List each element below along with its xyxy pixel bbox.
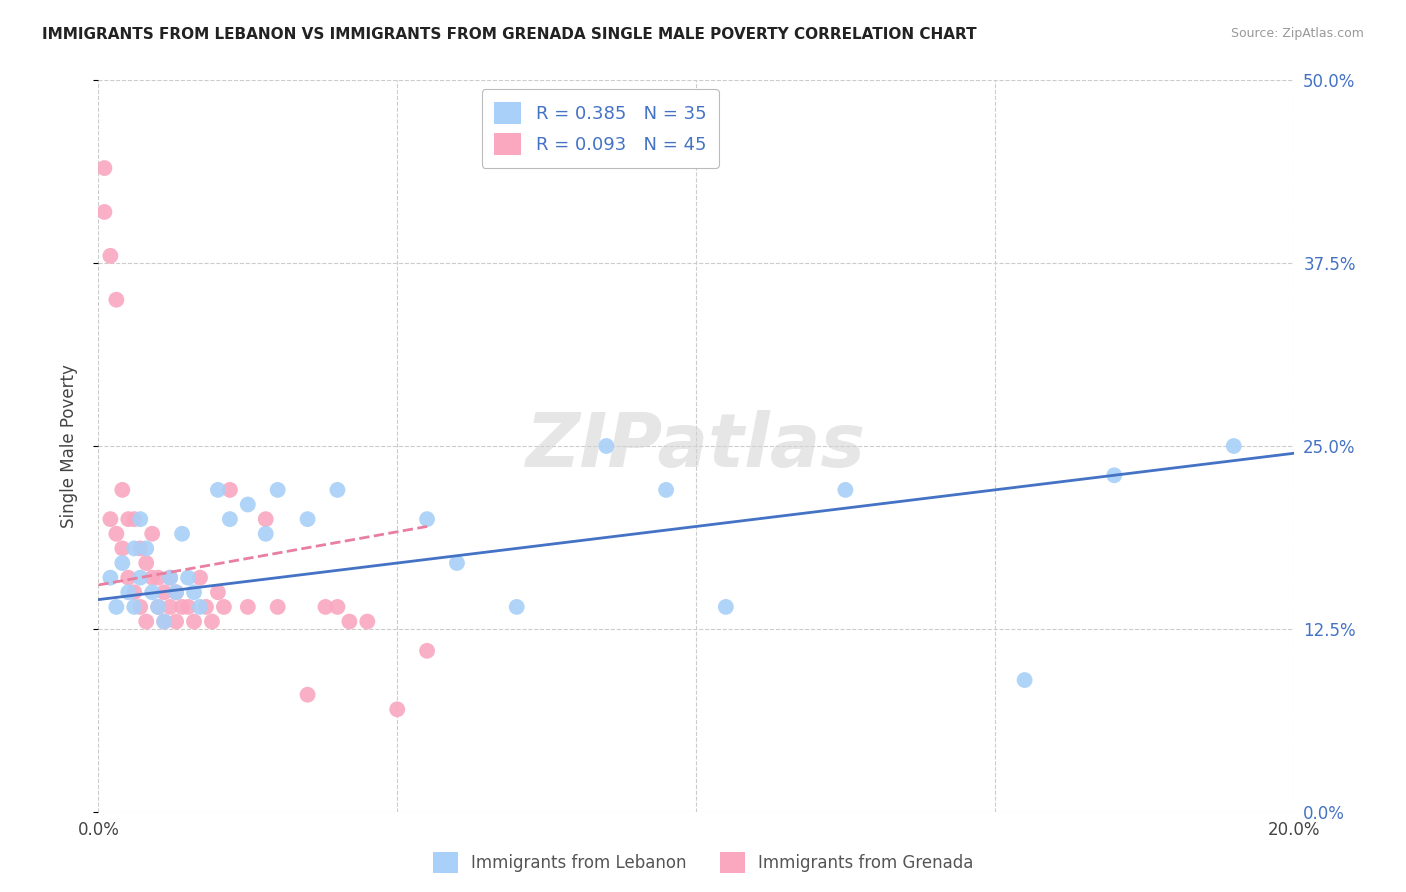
Point [129,512,152,526]
Point [124,512,146,526]
Point [141,585,163,599]
Point [159,571,181,585]
Point [141,571,163,585]
Point [105,526,128,541]
Point [356,615,378,629]
Point [172,526,194,541]
Text: IMMIGRANTS FROM LEBANON VS IMMIGRANTS FROM GRENADA SINGLE MALE POVERTY CORRELATI: IMMIGRANTS FROM LEBANON VS IMMIGRANTS FR… [42,27,977,42]
Point [135,541,157,556]
Point [195,599,218,614]
Point [595,439,617,453]
Point [159,599,181,614]
Point [141,526,163,541]
Point [177,571,200,585]
Point [446,556,468,570]
Point [183,615,205,629]
Point [117,571,139,585]
Point [236,599,259,614]
Point [219,512,242,526]
Legend: Immigrants from Lebanon, Immigrants from Grenada: Immigrants from Lebanon, Immigrants from… [426,846,980,880]
Point [159,571,181,585]
Point [326,599,349,614]
Point [201,615,224,629]
Point [188,571,211,585]
Point [148,599,170,614]
Point [254,526,277,541]
Point [219,483,242,497]
Point [339,615,361,629]
Point [124,541,146,556]
Point [655,483,678,497]
Point [834,483,856,497]
Text: Source: ZipAtlas.com: Source: ZipAtlas.com [1230,27,1364,40]
Point [124,599,146,614]
Point [1104,468,1126,483]
Point [315,599,337,614]
Text: ZIPatlas: ZIPatlas [526,409,866,483]
Point [183,585,205,599]
Point [135,556,157,570]
Point [129,599,152,614]
Point [165,615,187,629]
Point [212,599,235,614]
Point [165,585,187,599]
Point [111,483,134,497]
Point [416,644,439,658]
Point [105,599,128,614]
Point [326,483,349,497]
Point [93,161,115,175]
Point [385,702,409,716]
Point [135,615,157,629]
Point [148,571,170,585]
Point [117,585,139,599]
Point [93,205,115,219]
Point [1223,439,1246,453]
Point [129,571,152,585]
Point [1014,673,1036,687]
Point [165,585,187,599]
Point [177,599,200,614]
Point [714,599,737,614]
Point [148,599,170,614]
Point [153,615,176,629]
Point [111,541,134,556]
Point [297,688,319,702]
Point [124,585,146,599]
Point [207,585,229,599]
Point [129,541,152,556]
Point [267,483,290,497]
Point [188,599,211,614]
Point [105,293,128,307]
Point [172,599,194,614]
Point [254,512,277,526]
Legend: R = 0.385   N = 35, R = 0.093   N = 45: R = 0.385 N = 35, R = 0.093 N = 45 [482,89,718,168]
Point [267,599,290,614]
Point [98,249,122,263]
Point [98,512,122,526]
Point [506,599,529,614]
Point [153,585,176,599]
Point [236,498,259,512]
Y-axis label: Single Male Poverty: Single Male Poverty [59,364,77,528]
Point [111,556,134,570]
Point [117,512,139,526]
Point [297,512,319,526]
Point [416,512,439,526]
Point [98,571,122,585]
Point [153,615,176,629]
Point [207,483,229,497]
